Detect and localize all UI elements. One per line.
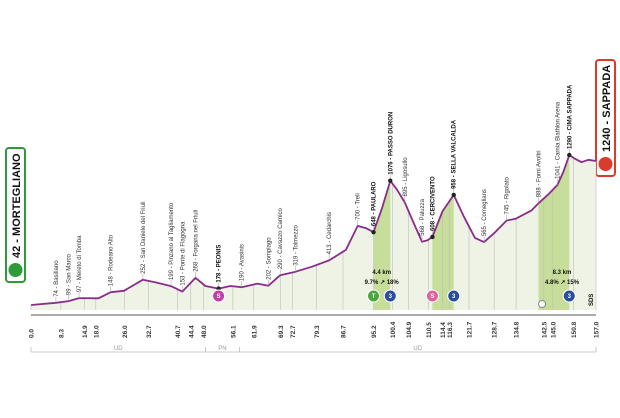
finish-badge: 1240 - SAPPADA (595, 59, 616, 177)
km-label: 114.4 (440, 322, 447, 338)
km-label: 14.9 (82, 325, 89, 338)
point-dot (371, 229, 376, 235)
point-label: 565 - Comeglians (482, 189, 488, 236)
marker-text: 3 (568, 294, 572, 300)
point-label: 290 - Cavazzo Carnico (278, 207, 284, 269)
point-label: 745 - Rigolato (505, 176, 511, 214)
point-label: 153 - Ponte di Flagogna (180, 221, 186, 286)
marker-text: T (372, 294, 376, 300)
km-label: 157.0 (594, 321, 601, 338)
km-label: 56.1 (230, 325, 237, 338)
start-flag-icon (8, 263, 23, 277)
climb-info: 4.4 km 9.7% ↗ 18% 8.3 km 4.8% ↗ 15% (365, 270, 580, 286)
km-label: 110.5 (426, 322, 433, 338)
marker-text: S (217, 294, 221, 300)
km-label: 40.7 (175, 325, 182, 338)
region-label: PN (218, 346, 226, 352)
km-label: 128.7 (492, 321, 499, 338)
point-dot (430, 234, 435, 240)
point-label: 190 - Avasinis (240, 244, 246, 281)
point-label: 1041 - Carnia Biathlon Arena (555, 101, 561, 179)
point-dot (567, 152, 572, 158)
point-dot (451, 192, 456, 198)
point-label: 700 - Treli (356, 193, 362, 220)
kom-icon (383, 289, 397, 303)
point-label: 74 - Basiliano (54, 260, 60, 297)
point-dot (388, 178, 393, 183)
km-label: 104.9 (406, 321, 413, 338)
profile-line (30, 154, 597, 306)
marker-text: S (430, 294, 434, 300)
point-labels: 74 - Basiliano 99 - San Marco 97 - Mereto … (54, 84, 573, 303)
km-label: 8.3 (58, 329, 65, 338)
region-label: UD (413, 346, 422, 352)
km-label: 150.8 (571, 321, 578, 338)
km-label: 69.3 (278, 325, 285, 338)
climb-area-cima-sappada (538, 155, 570, 310)
bonus-icon (367, 289, 381, 303)
km-label: 48.0 (201, 325, 208, 338)
profile-area (31, 155, 596, 310)
finish-flag-icon (598, 157, 613, 171)
km-label: 72.7 (290, 325, 297, 338)
point-label: 148 - Rodeano Alto (109, 234, 115, 286)
point-label: 268 - Forgaria nel Friuli (193, 210, 199, 272)
km-label: 86.7 (341, 325, 348, 338)
kom-icon (562, 289, 576, 303)
km-label: 95.2 (371, 325, 378, 338)
kom-icon (447, 289, 461, 303)
km-label: 44.4 (188, 325, 195, 338)
finish-label: 1240 - SAPPADA (601, 65, 613, 152)
point-label: 202 - Somplago (266, 237, 272, 280)
climb-length: 4.4 km (372, 270, 391, 276)
point-label: 1076 - PASSO DURON (388, 112, 394, 175)
point-label: 97 - Mereto di Tomba (77, 235, 83, 292)
profile-path (30, 154, 597, 306)
start-label: 42 - MORTEGLIANO (11, 153, 23, 258)
climb-gradient: 4.8% ↗ 15% (545, 280, 580, 286)
sprint-icon (425, 289, 439, 303)
km-label: 116.3 (447, 322, 454, 338)
point-label: 252 - San Daniele del Friuli (141, 201, 147, 273)
km-label: 0.0 (29, 329, 36, 338)
km-axis: 0.0 8.3 14.9 18.0 26.0 32.7 40.7 44.4 48.0 56.1 61… (29, 314, 601, 338)
km-label: 145.0 (550, 321, 557, 338)
sprint-icon (212, 289, 226, 303)
point-label: 648 - PAULARO (372, 181, 378, 226)
km-label: 134.8 (514, 321, 521, 338)
region-bar: UD PN UD (30, 346, 597, 353)
km-label: 121.7 (466, 321, 473, 338)
point-label: 413 - Cedarchis (327, 212, 333, 254)
feed-zone-icon (538, 300, 547, 308)
point-label: 199 - Pinzano al Tagliamento (169, 202, 175, 280)
profile-fill (31, 155, 596, 310)
climb-length: 8.3 km (553, 270, 572, 276)
km-label: 32.7 (146, 325, 153, 338)
marker-text: 3 (389, 294, 393, 300)
race-markers: S T 3 S 3 3 (212, 289, 576, 308)
point-label: 319 - Tolmezzo (294, 224, 300, 265)
km-label: 79.3 (314, 325, 321, 338)
km-label: 142.5 (541, 321, 548, 338)
point-label: 99 - San Marco (67, 253, 73, 295)
point-label: 895 - Ligosullo (403, 157, 409, 197)
start-badge: 42 - MORTEGLIANO (5, 147, 26, 283)
marker-text: 3 (452, 294, 456, 300)
km-label: 26.0 (122, 325, 129, 338)
point-label: 958 - SELLA VALCALDA (452, 119, 458, 189)
region-label: UD (114, 346, 123, 352)
point-label: 1290 - CIMA SAPPADA (567, 84, 573, 149)
climb-area-passo-duron (373, 180, 391, 310)
point-label: 568 - Paluzza (420, 198, 426, 235)
finish-tag: SDS (589, 294, 595, 306)
km-label: 18.0 (93, 325, 100, 338)
km-label: 61.9 (251, 325, 258, 338)
climb-gradient: 9.7% ↗ 18% (365, 280, 400, 286)
km-label: 100.4 (390, 321, 397, 338)
point-label: 608 - CERCIVENTO (430, 176, 436, 231)
point-label: 178 - PEONIS (217, 245, 223, 283)
point-label: 888 - Forni Avoltri (536, 150, 542, 197)
